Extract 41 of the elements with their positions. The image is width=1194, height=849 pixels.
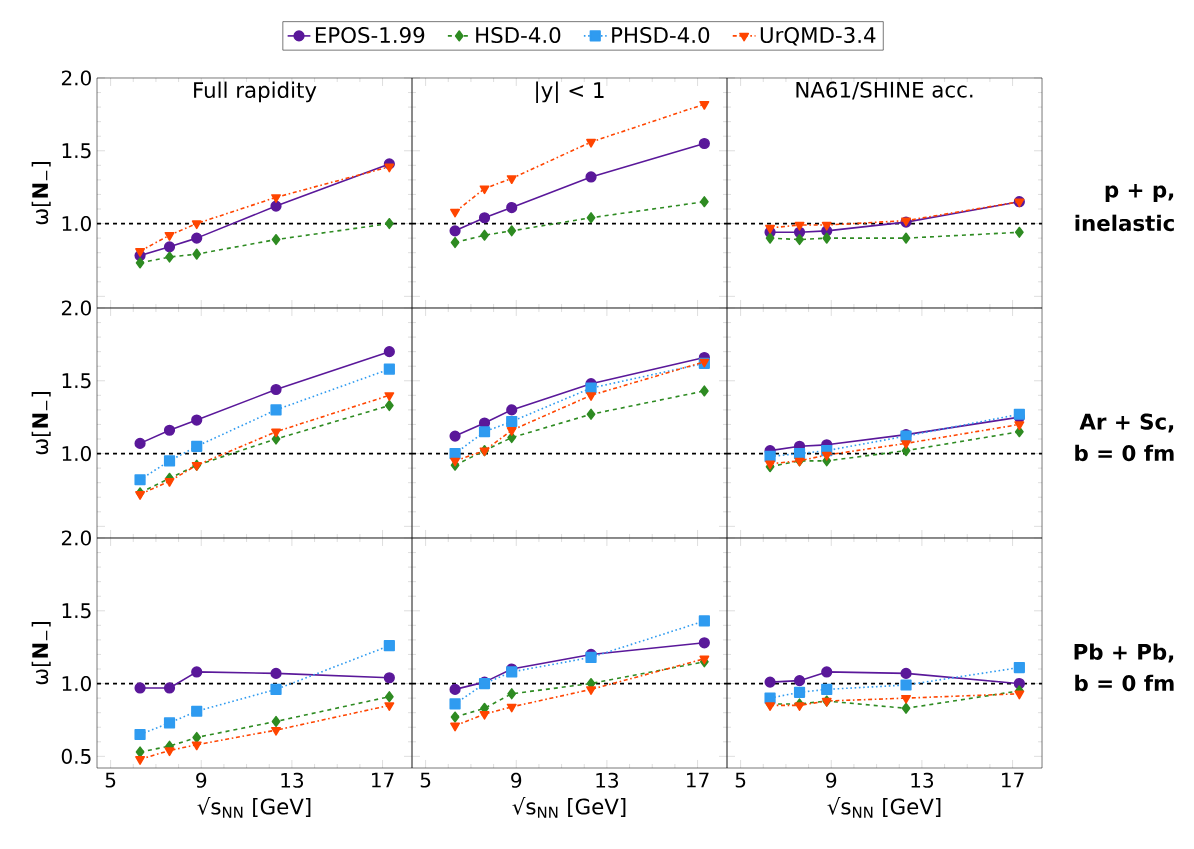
x-tick-label: 9 (196, 772, 207, 788)
legend-label: PHSD-4.0 (612, 26, 710, 44)
x-tick-label: 9 (511, 772, 522, 788)
y-tick-label: 1.5 (62, 603, 91, 619)
y-tick-label: 1.5 (62, 143, 91, 159)
x-axis-title: √s$_{NN}$ [GeV] (197, 797, 311, 818)
x-axis-title: √s$_{NN}$ [GeV] (827, 797, 941, 818)
text: b = 0 fm (1075, 674, 1174, 692)
y-axis-title: ω[N$_{−}$] (31, 622, 51, 685)
chart-title: Full rapidity (194, 81, 317, 103)
y-tick-label: 1.0 (62, 446, 91, 462)
text: Pb + Pb, (1074, 643, 1174, 663)
y-tick-label: 2.0 (61, 70, 91, 86)
x-tick-label: 17 (687, 772, 709, 788)
x-axis-title: √s$_{NN}$ [GeV] (512, 797, 626, 818)
y-tick-label: 1.0 (62, 676, 91, 692)
y-axis-title: ω[N$_{−}$] (31, 162, 51, 225)
x-tick-label: 5 (105, 772, 116, 788)
legend-label: EPOS-1.99 (315, 26, 425, 44)
y-tick-label: 2.0 (61, 530, 91, 546)
y-tick-label: 2.0 (61, 300, 91, 316)
y-tick-label: 1.0 (62, 215, 91, 232)
x-tick-label: 5 (420, 772, 431, 788)
chart-title: |y| < 1 (536, 81, 604, 103)
text: p + p, (1105, 184, 1174, 202)
text: inelastic (1075, 214, 1174, 232)
text: Ar + Sc, (1079, 413, 1174, 433)
y-tick-label: 1.5 (62, 373, 91, 389)
legend-label: HSD-4.0 (476, 26, 561, 44)
x-tick-label: 5 (735, 772, 746, 788)
x-tick-label: 9 (826, 772, 837, 788)
x-tick-label: 17 (372, 772, 394, 788)
text: b = 0 fm (1075, 444, 1174, 462)
legend-label: UrQMD-3.4 (760, 26, 876, 46)
y-axis-title: ω[N$_{−}$] (31, 392, 51, 455)
x-tick-label: 13 (281, 772, 304, 788)
x-tick-label: 13 (911, 772, 934, 788)
y-tick-label: 0.5 (61, 748, 91, 764)
x-tick-label: 13 (596, 772, 619, 788)
x-tick-label: 17 (1002, 772, 1024, 788)
chart-title: NA61/SHINE acc. (796, 81, 973, 100)
